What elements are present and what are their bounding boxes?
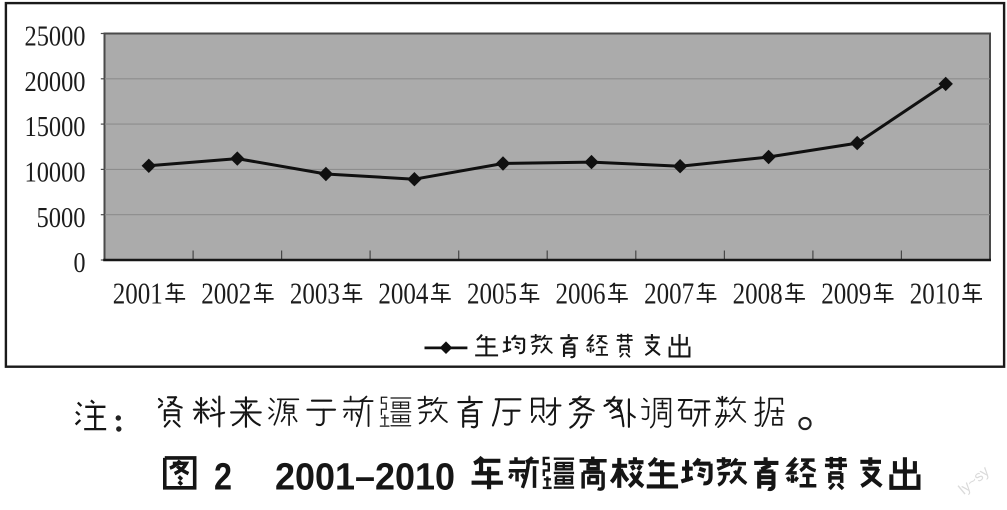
- svg-text:2010: 2010: [910, 276, 960, 311]
- svg-text:2: 2: [214, 457, 232, 499]
- svg-text:2001: 2001: [113, 276, 163, 311]
- svg-text:25000: 25000: [25, 22, 86, 53]
- svg-text:15000: 15000: [25, 112, 86, 143]
- svg-text:0: 0: [74, 248, 86, 279]
- svg-text:20000: 20000: [25, 67, 86, 98]
- svg-text:2008: 2008: [733, 276, 783, 311]
- svg-text:2006: 2006: [556, 276, 606, 311]
- svg-text:2002: 2002: [201, 276, 251, 311]
- svg-text:2004: 2004: [378, 276, 428, 311]
- svg-text:2003: 2003: [290, 276, 340, 311]
- svg-text:2005: 2005: [467, 276, 517, 311]
- svg-text:10000: 10000: [25, 158, 86, 189]
- svg-text:2009: 2009: [821, 276, 871, 311]
- svg-text:2001–2010: 2001–2010: [275, 457, 455, 499]
- svg-text:5000: 5000: [37, 203, 86, 234]
- svg-text:2007: 2007: [644, 276, 694, 311]
